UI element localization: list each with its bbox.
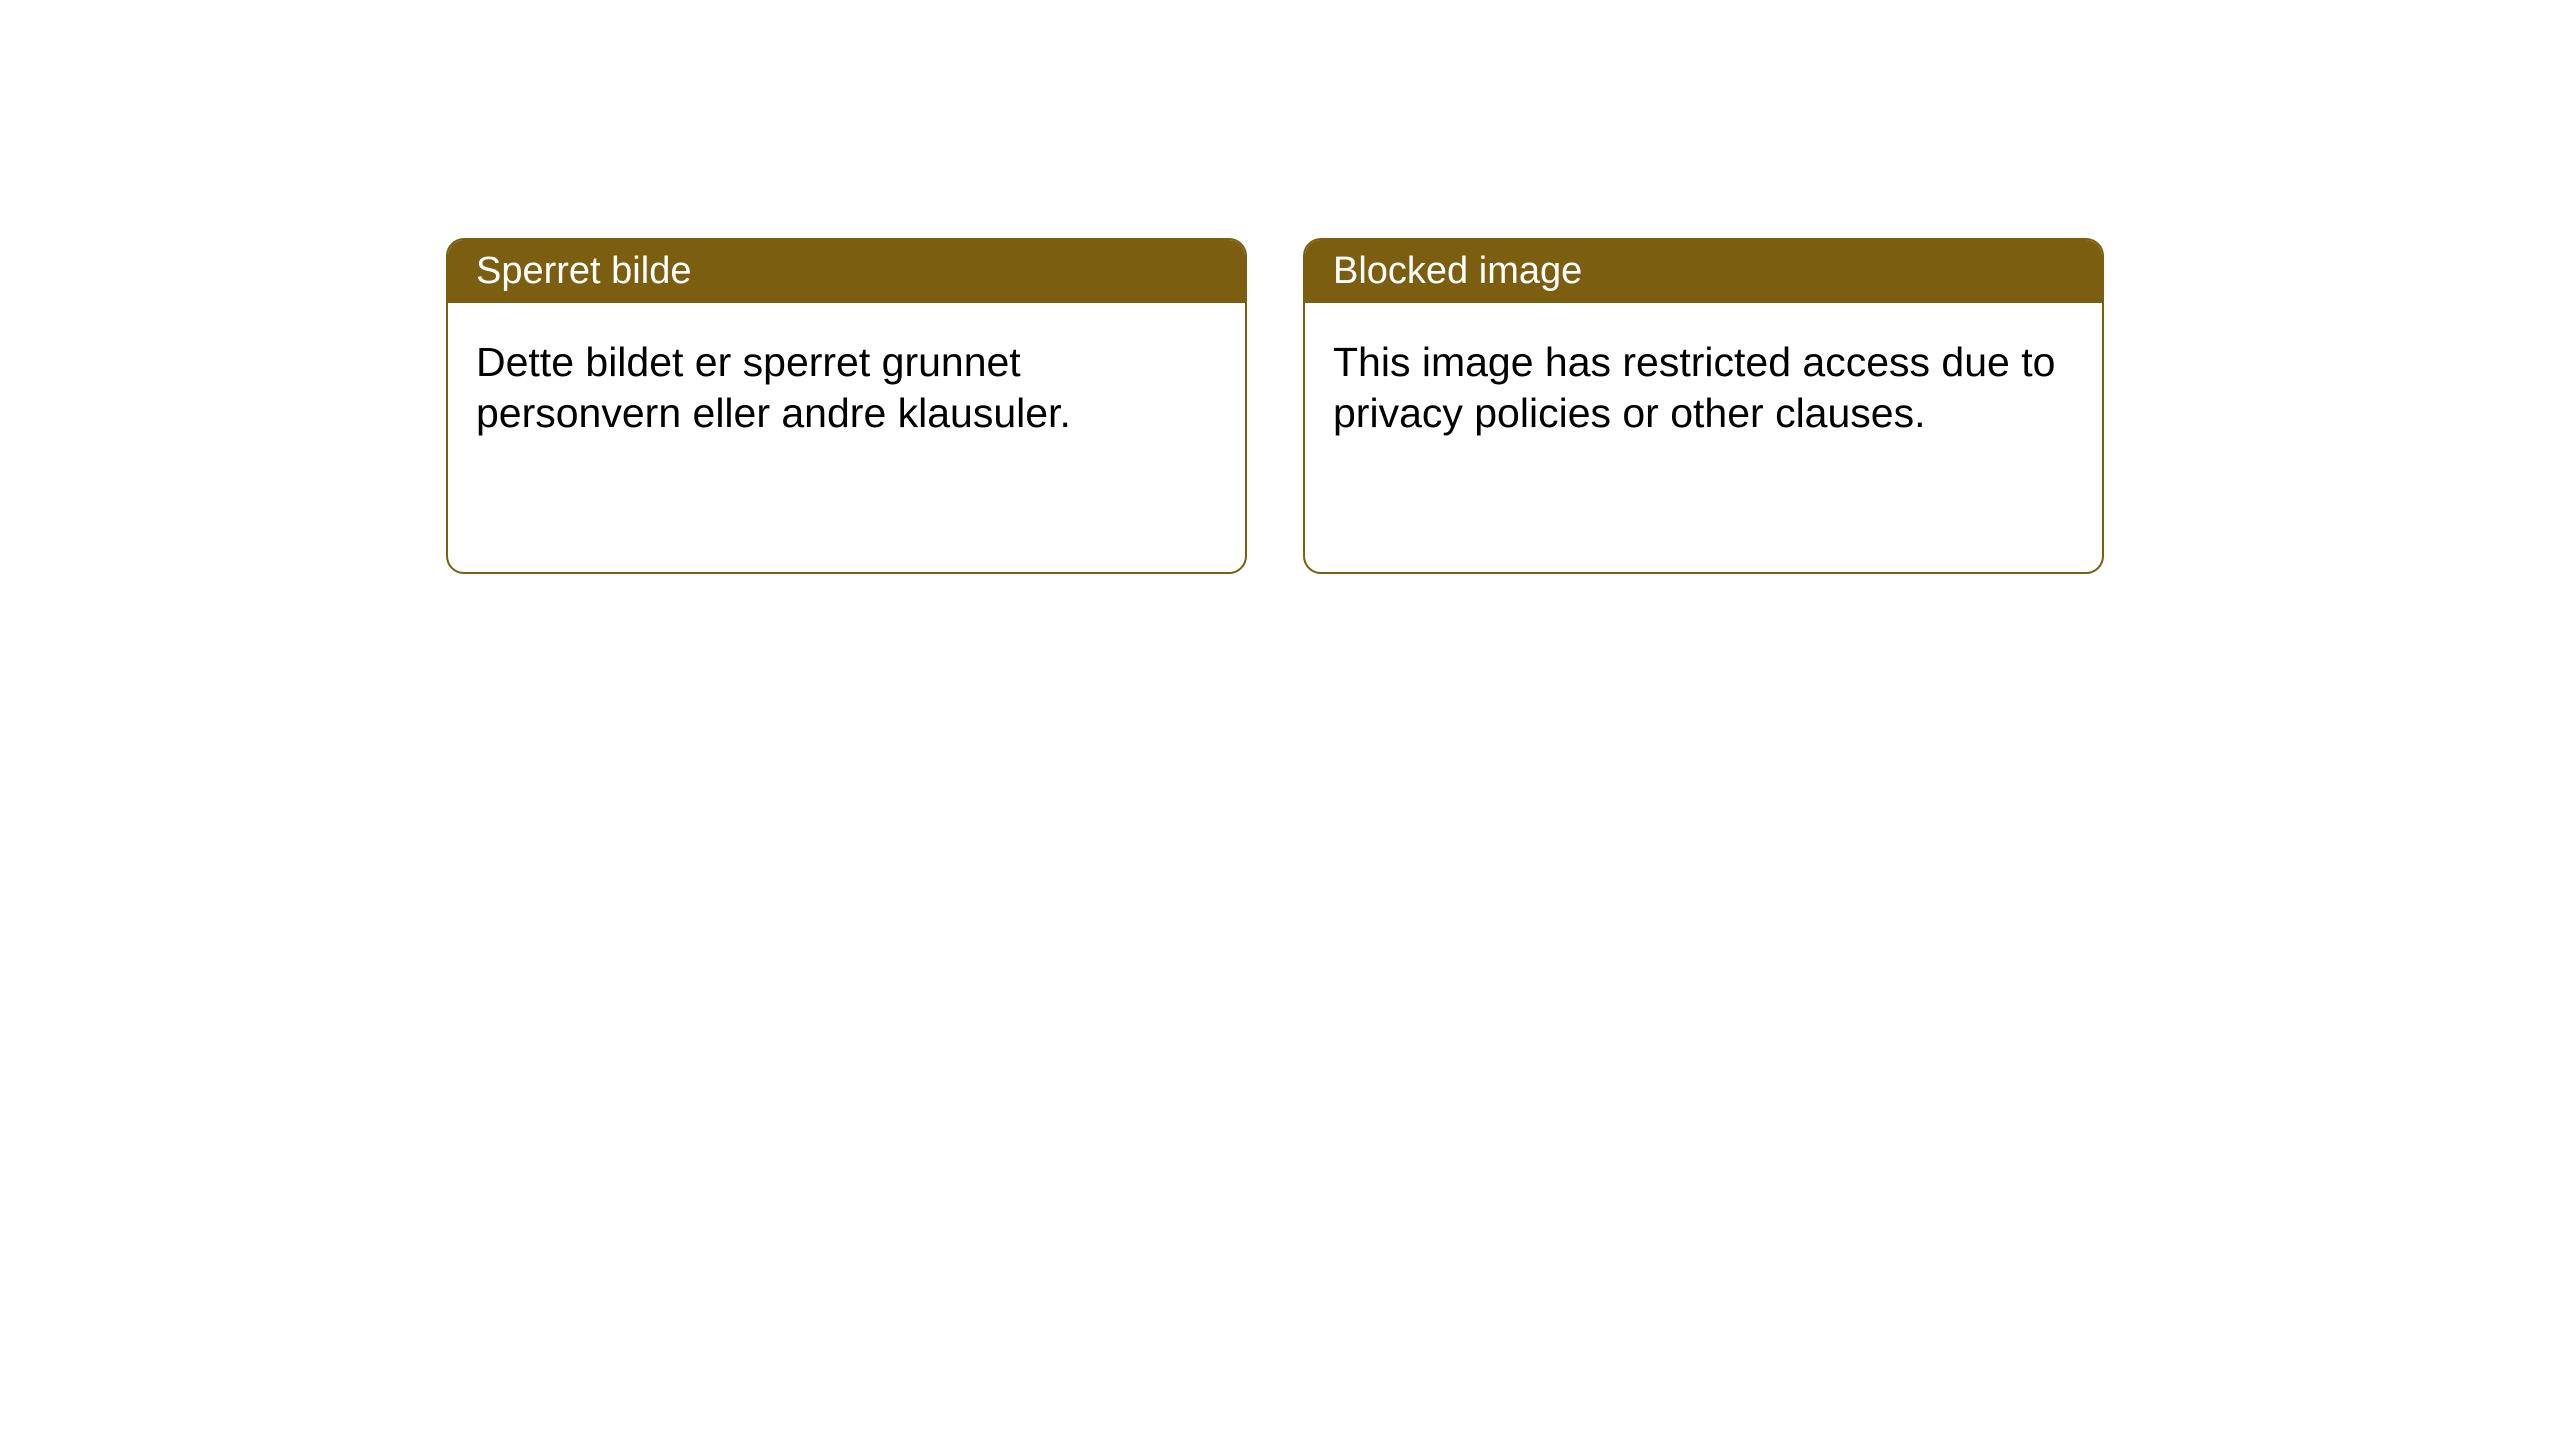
notice-container: Sperret bilde Dette bildet er sperret gr… [0,0,2560,574]
card-title-no: Sperret bilde [448,240,1245,303]
card-title-en: Blocked image [1305,240,2102,303]
blocked-image-card-en: Blocked image This image has restricted … [1303,238,2104,574]
card-body-no: Dette bildet er sperret grunnet personve… [448,303,1245,474]
blocked-image-card-no: Sperret bilde Dette bildet er sperret gr… [446,238,1247,574]
card-body-en: This image has restricted access due to … [1305,303,2102,474]
